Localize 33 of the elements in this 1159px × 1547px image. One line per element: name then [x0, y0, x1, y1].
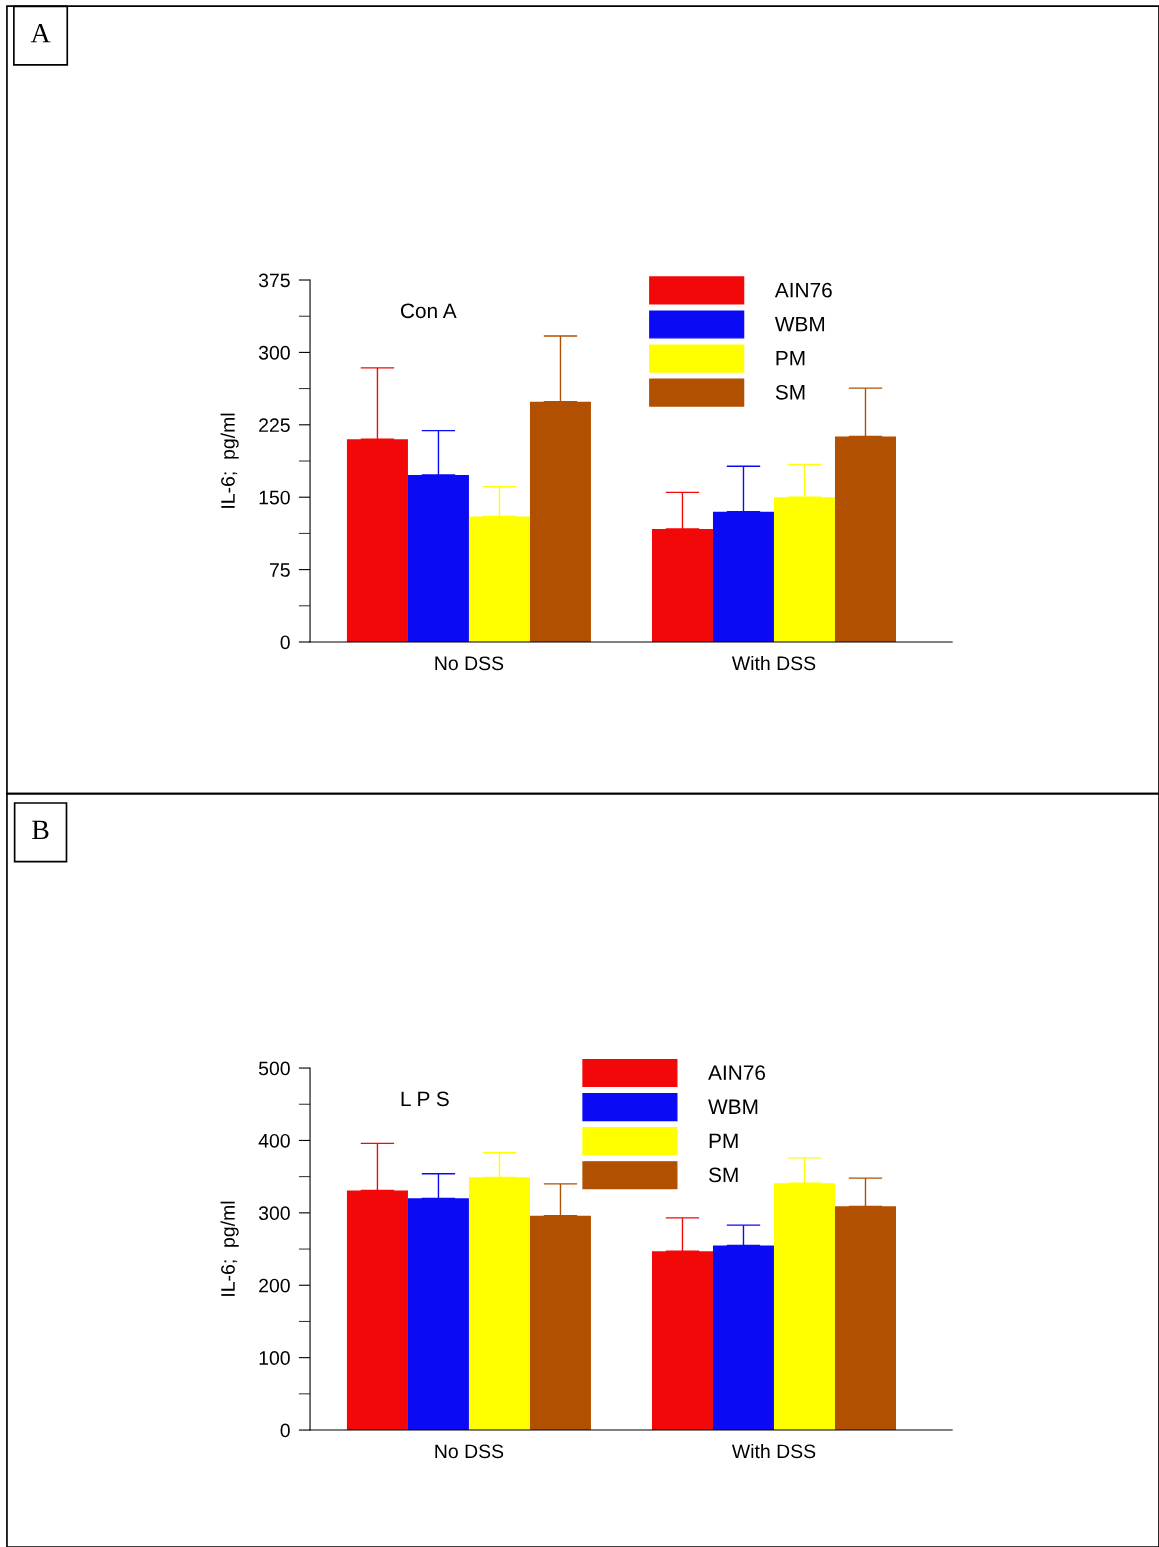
y-tick-label: 200	[259, 1278, 290, 1293]
legend-label: WBM	[708, 1099, 758, 1114]
legend-label: PM	[709, 1133, 738, 1148]
y-tick-label: 150	[259, 490, 290, 505]
text: Con A	[400, 303, 457, 319]
y-tick-label: 0	[280, 1423, 290, 1438]
legend-label: AIN76	[708, 1065, 766, 1081]
x-tick-label: No DSS	[435, 1444, 504, 1459]
y-tick-label: 500	[258, 1061, 290, 1076]
x-tick-label: With DSS	[731, 655, 816, 671]
legend-label: SM	[775, 384, 805, 400]
text: B	[32, 820, 49, 840]
y-tick-label: 375	[258, 273, 290, 288]
legend-label: SM	[709, 1167, 738, 1183]
y-tick-label: 300	[258, 1206, 290, 1221]
y-tick-label: 400	[258, 1133, 290, 1148]
legend-label: AIN76	[774, 282, 832, 298]
x-tick-label: With DSS	[731, 1443, 816, 1459]
legend-label: PM	[776, 351, 805, 366]
bar	[651, 529, 713, 643]
y-tick-label: 300	[258, 345, 290, 360]
y-tick-label: 75	[269, 563, 290, 577]
x-tick-label: No DSS	[435, 656, 504, 671]
y-axis-title: IL-6; pg/ml	[220, 413, 239, 508]
text: A	[30, 23, 51, 43]
y-tick-label: 225	[259, 418, 290, 433]
text: L P S	[401, 1091, 449, 1107]
legend-label: WBM	[774, 316, 825, 332]
bar	[773, 1183, 835, 1431]
y-tick-label: 100	[259, 1351, 290, 1365]
bar	[407, 475, 469, 643]
y-axis-title: IL-6; pg/ml	[220, 1201, 239, 1296]
y-tick-label: 0	[280, 635, 290, 650]
